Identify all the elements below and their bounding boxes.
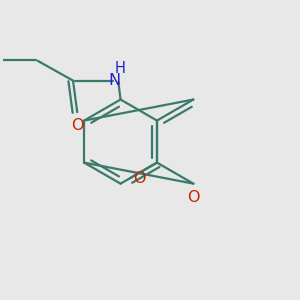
Text: H: H [115,61,126,76]
Text: O: O [133,171,146,186]
Text: N: N [109,73,121,88]
Text: O: O [187,190,200,205]
Text: O: O [71,118,83,134]
